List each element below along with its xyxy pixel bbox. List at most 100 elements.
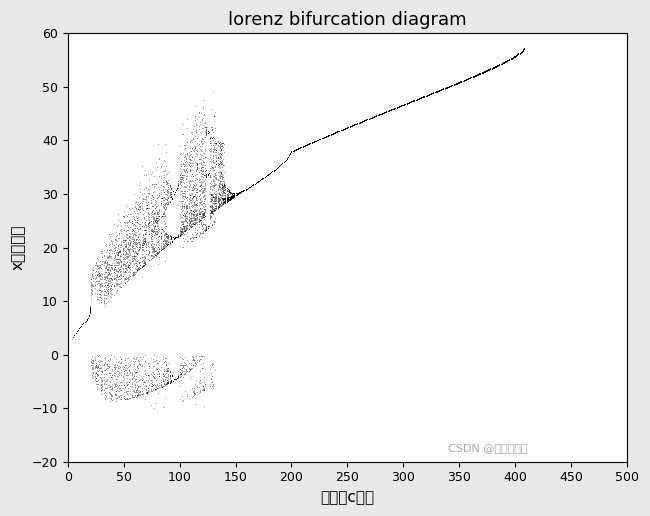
Point [98,296,109,304]
Point [371,111,382,120]
Point [410,95,421,104]
Point [363,115,374,123]
Point [357,117,367,125]
Point [462,74,472,83]
Point [216,168,226,176]
Point [469,72,479,80]
Point [410,95,421,104]
Point [486,64,497,72]
Point [506,54,517,62]
Point [441,84,451,92]
Point [508,53,518,61]
Point [213,176,223,184]
Point [472,71,482,79]
Point [214,138,225,146]
Point [379,108,389,117]
Point [313,136,324,144]
Point [400,100,411,108]
Point [393,103,404,111]
Point [101,361,112,369]
Point [376,109,386,118]
Point [489,63,499,71]
Point [270,166,280,174]
Point [211,160,222,168]
Point [465,73,476,82]
Point [306,138,317,147]
Point [349,121,359,129]
Point [87,358,98,366]
Point [255,176,265,184]
Point [500,57,510,66]
Point [300,141,310,150]
Point [166,190,176,198]
Point [77,320,88,328]
Point [445,82,456,90]
Point [240,185,251,194]
Point [205,374,216,382]
Point [256,175,266,183]
Point [363,115,374,123]
Point [291,146,301,154]
Point [309,137,320,146]
Point [500,57,510,66]
Point [247,181,257,189]
Point [315,135,326,143]
Point [453,78,463,87]
Point [473,70,484,78]
Point [492,61,502,70]
Point [196,155,206,163]
Point [298,142,309,150]
Point [252,178,262,186]
Point [122,212,132,220]
Point [471,71,481,79]
Point [436,86,447,94]
Point [238,186,248,195]
Point [369,112,380,121]
Point [236,188,246,196]
Point [150,216,160,224]
Point [324,131,335,139]
Point [213,198,223,206]
Point [360,116,370,124]
Point [179,163,189,171]
Point [194,125,204,133]
Point [425,90,436,98]
Point [233,188,244,197]
Point [448,80,459,89]
Point [217,200,228,208]
Point [300,141,310,150]
Point [476,69,487,77]
Point [202,128,212,137]
Point [517,46,528,54]
Point [504,55,515,63]
Point [132,354,142,362]
Point [187,130,197,138]
Point [413,94,423,103]
Point [385,105,396,114]
Point [506,54,517,62]
Point [438,85,448,93]
Point [435,86,445,94]
Point [410,96,421,104]
Point [430,87,441,95]
Point [474,69,484,77]
Point [452,79,462,88]
Point [320,133,330,141]
Point [421,91,432,99]
Point [469,72,479,80]
Point [294,144,304,152]
Point [131,372,141,380]
Point [295,143,306,152]
Point [506,55,516,63]
Point [330,128,340,137]
Point [402,99,412,107]
Point [124,264,135,272]
Point [287,147,298,155]
Point [486,64,497,72]
Point [301,141,311,149]
Point [332,127,343,136]
Point [357,117,367,125]
Point [101,383,112,392]
Point [149,216,159,224]
Point [315,135,326,143]
